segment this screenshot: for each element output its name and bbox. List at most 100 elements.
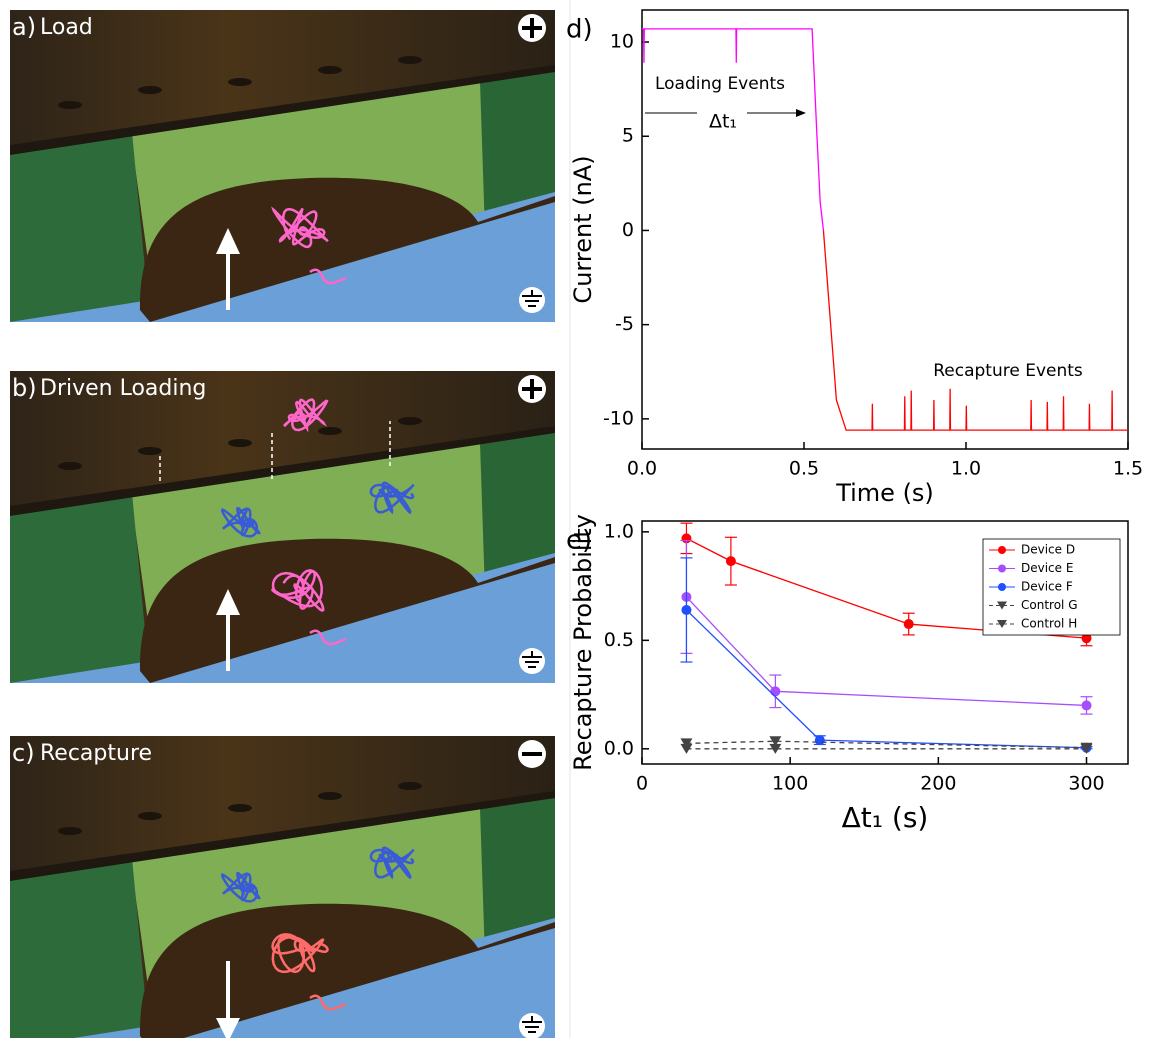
- x-tick-label: 200: [920, 773, 956, 795]
- y-axis-label: Current (nA): [569, 155, 597, 303]
- pore: [58, 462, 82, 470]
- pore: [228, 804, 252, 812]
- legend-marker: [998, 564, 1006, 573]
- bottom-plane: [10, 553, 555, 683]
- polymer: [283, 398, 329, 433]
- polymer: [271, 569, 325, 612]
- series-line: [686, 740, 1087, 749]
- y-tick-label: -10: [603, 407, 634, 429]
- illustration: a) Load: [10, 10, 555, 322]
- plot-frame: [641, 520, 1129, 765]
- slab-edge: [10, 791, 555, 881]
- left-wall: [10, 493, 150, 683]
- annotation: Δt₁: [709, 111, 737, 133]
- illustration: c) Recapture: [10, 736, 555, 1038]
- plot-area: [642, 28, 1128, 431]
- slab-edge: [10, 65, 555, 155]
- pore: [138, 812, 162, 820]
- y-tick-label: 0.5: [604, 629, 634, 651]
- marker: [680, 743, 693, 754]
- marker: [903, 619, 914, 630]
- y-tick-label: 0.0: [604, 737, 634, 759]
- panel-letter: b): [12, 374, 37, 402]
- bottom-plane: [10, 192, 555, 322]
- right-wall: [480, 794, 555, 958]
- legend-label: Device D: [1021, 543, 1075, 557]
- marker: [680, 738, 693, 749]
- dome: [139, 903, 555, 1038]
- x-tick-label: 300: [1068, 773, 1104, 795]
- y-tick-label: 0: [622, 219, 634, 241]
- pore: [228, 78, 252, 86]
- pore: [318, 792, 342, 800]
- pore: [398, 56, 422, 64]
- left-wall: [10, 858, 150, 1038]
- legend-marker: [997, 620, 1007, 628]
- marker: [814, 735, 825, 746]
- right-wall: [480, 429, 555, 593]
- x-tick-label: 0.5: [789, 458, 819, 480]
- pore: [398, 417, 422, 425]
- trace: [642, 28, 825, 231]
- marker: [725, 556, 736, 567]
- polymer: [369, 846, 415, 880]
- pore: [398, 782, 422, 790]
- x-tick-label: 1.0: [951, 458, 981, 480]
- pore: [138, 447, 162, 455]
- trace: [822, 230, 1128, 431]
- y-tick-label: 10: [610, 31, 634, 53]
- polymer: [271, 933, 329, 974]
- marker: [1081, 700, 1092, 711]
- pore: [138, 86, 162, 94]
- marker: [769, 743, 782, 754]
- polymer: [220, 871, 261, 903]
- x-axis-label: Time (s): [835, 479, 934, 507]
- legend-marker: [998, 546, 1006, 554]
- marker: [1081, 633, 1092, 644]
- dome: [139, 177, 555, 322]
- y-axis-label: Recapture Probability: [569, 514, 597, 771]
- polymer-tail: [309, 268, 347, 285]
- x-axis-label: Δt₁ (s): [842, 801, 929, 834]
- plot-area: [680, 522, 1093, 754]
- pore: [58, 101, 82, 109]
- legend-label: Device F: [1021, 580, 1073, 594]
- plot-frame: [641, 9, 1129, 450]
- marker: [681, 604, 692, 615]
- arrow-head: [216, 228, 240, 254]
- legend-label: Control G: [1021, 598, 1078, 612]
- panel-label: d): [566, 15, 593, 45]
- panel-title: Load: [40, 15, 93, 40]
- arrow-head: [216, 1018, 240, 1038]
- polymer-tail: [309, 629, 347, 646]
- panel-letter: c): [12, 739, 35, 767]
- panel-title: Recapture: [40, 741, 152, 766]
- x-tick-label: 0: [636, 773, 648, 795]
- x-tick-label: 100: [772, 773, 808, 795]
- slab-edge: [10, 426, 555, 516]
- y-tick-label: 5: [622, 125, 634, 147]
- ground-icon: [519, 1013, 545, 1038]
- legend-marker: [997, 601, 1007, 610]
- pore: [318, 66, 342, 74]
- x-tick-label: 1.5: [1113, 458, 1143, 480]
- annotation-arrowhead: [796, 109, 806, 117]
- dome: [139, 538, 555, 683]
- marker: [1080, 743, 1093, 754]
- panel-title: Driven Loading: [40, 376, 206, 401]
- polymer: [271, 206, 329, 249]
- marker: [769, 736, 782, 747]
- annotation: Loading Events: [655, 74, 785, 94]
- panel-label: e): [566, 526, 592, 556]
- pore: [58, 827, 82, 835]
- panel-letter: a): [12, 13, 36, 41]
- polymer-tail: [309, 994, 347, 1011]
- bottom-plane: [73, 918, 555, 1038]
- polymer: [220, 506, 261, 538]
- polymer: [369, 481, 415, 515]
- arrow-head: [216, 589, 240, 615]
- x-tick-label: 0.0: [627, 458, 657, 480]
- annotation: Recapture Events: [933, 361, 1083, 381]
